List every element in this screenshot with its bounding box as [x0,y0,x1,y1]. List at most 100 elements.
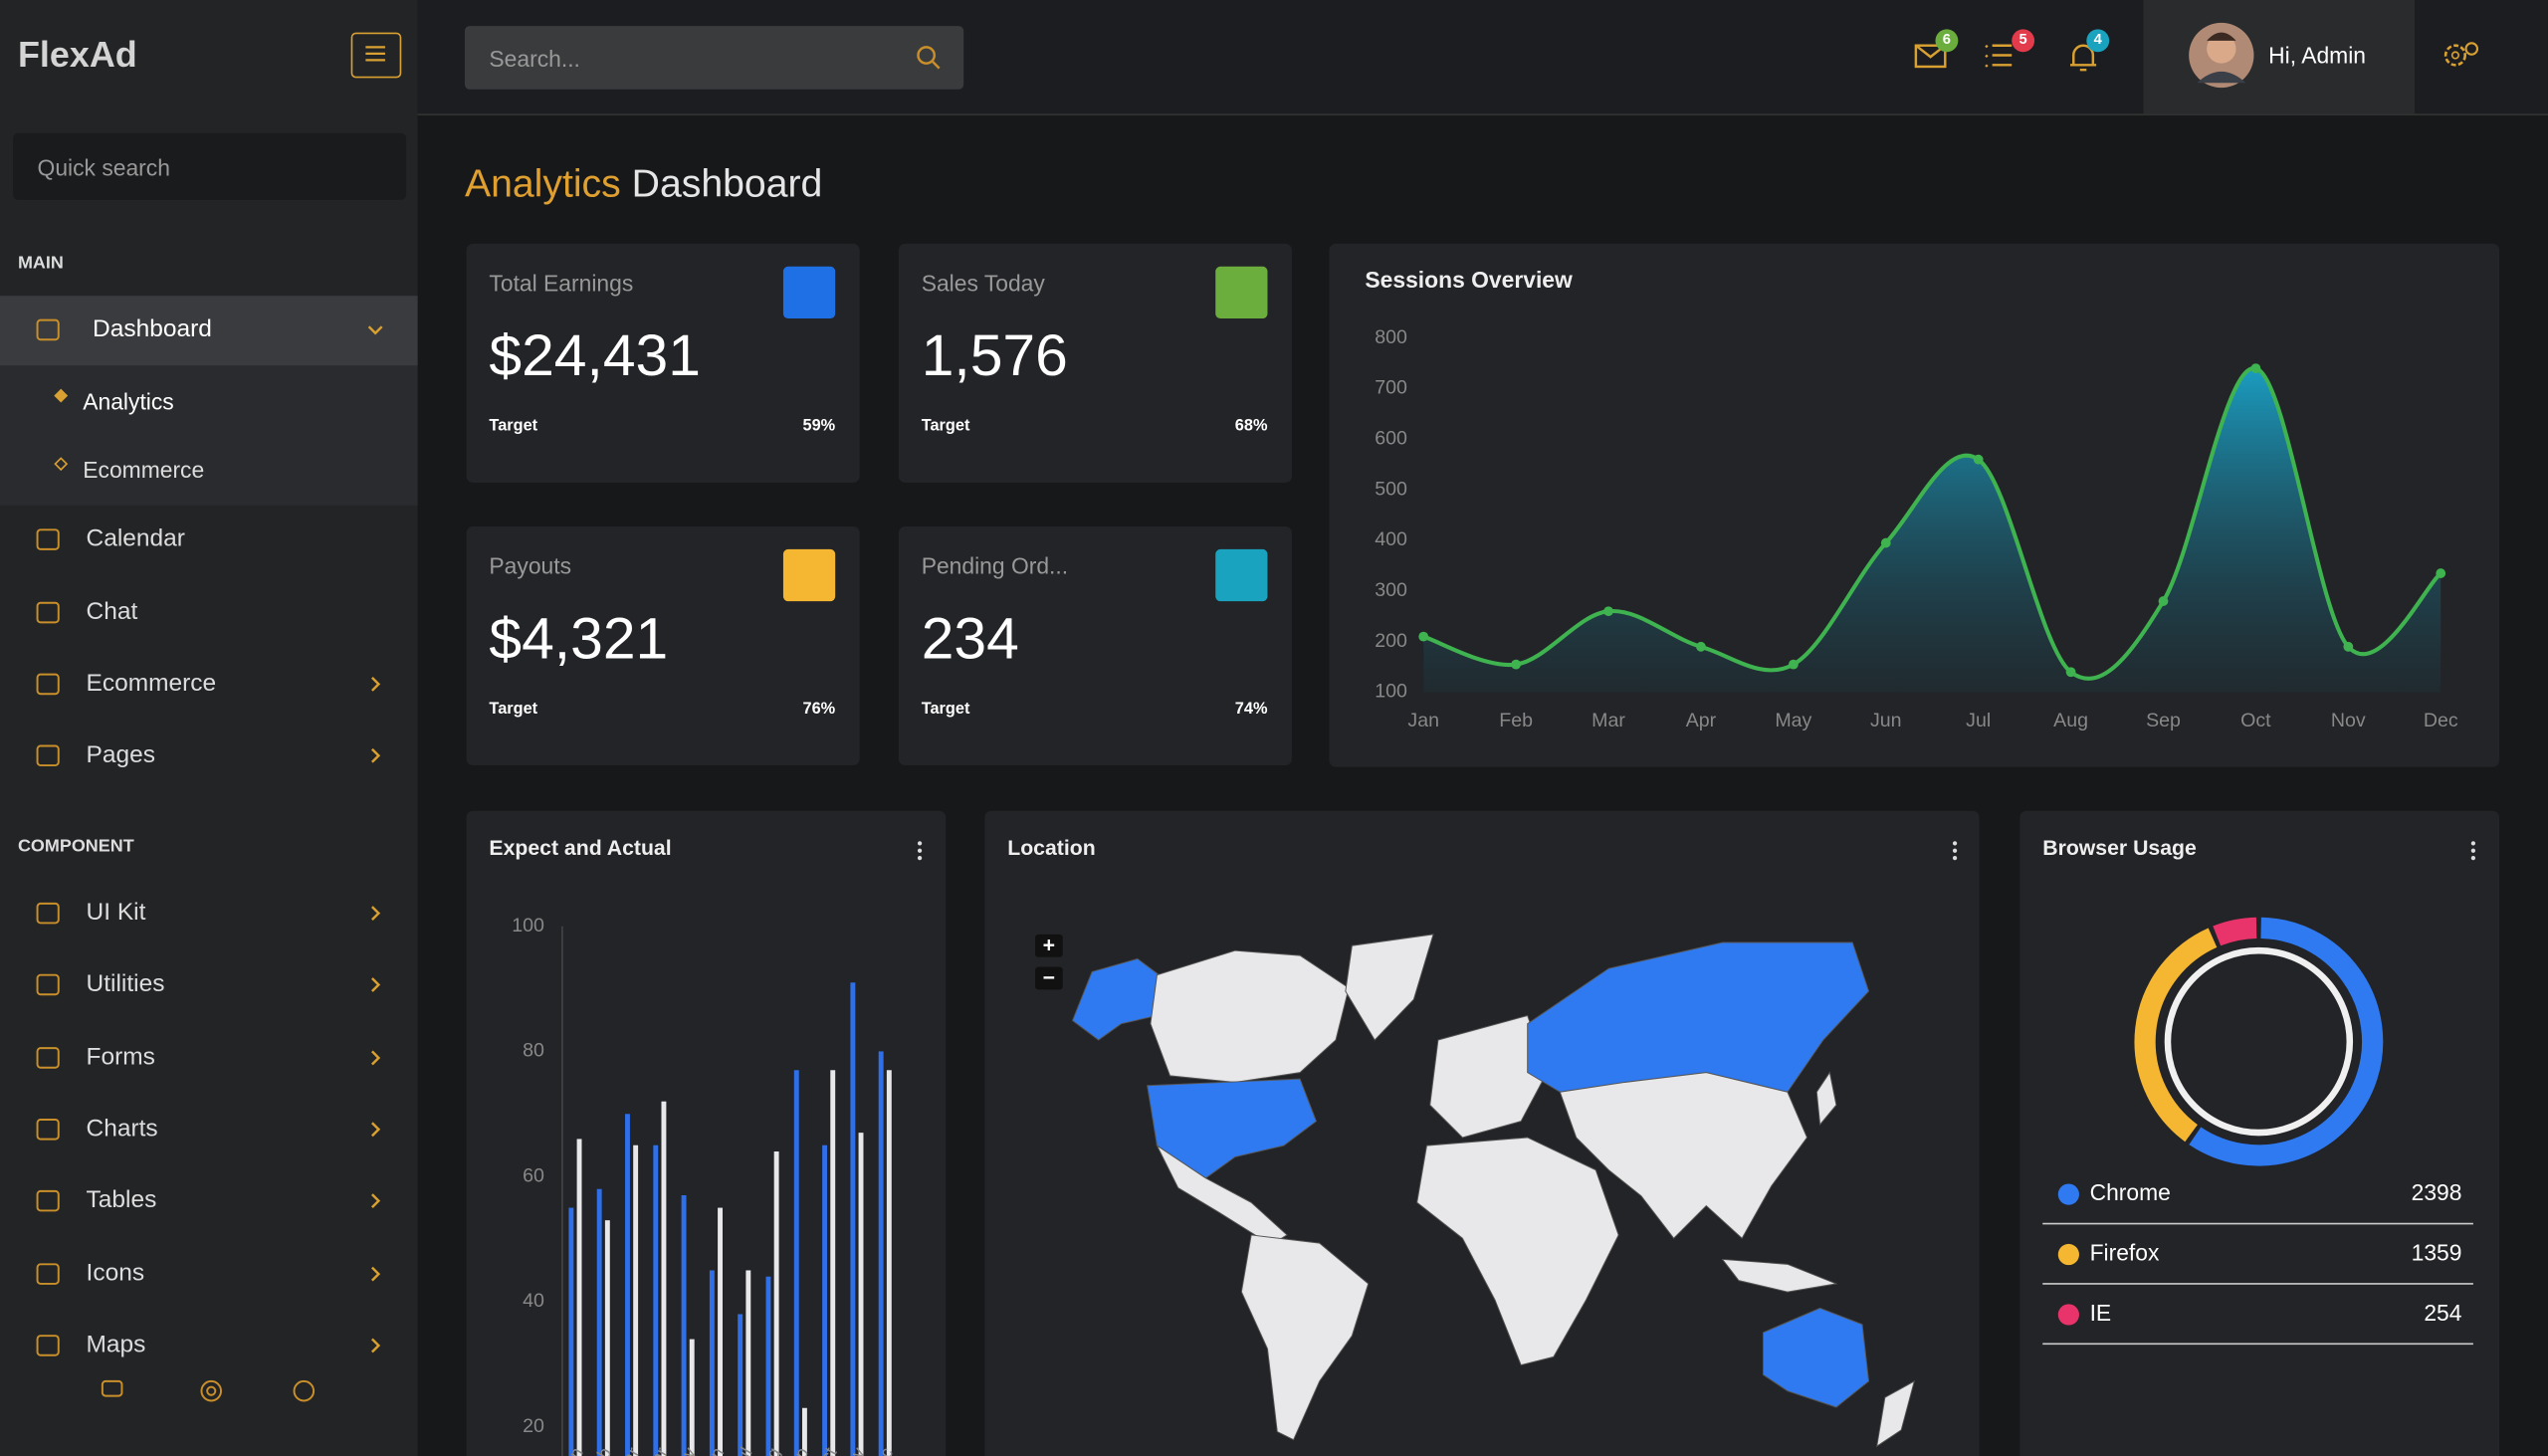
x-tick-label: Jan [1407,710,1439,731]
x-tick-label: Aug [751,1444,784,1456]
section-title: COMPONENT [17,836,134,857]
page-title-accent: Analytics [464,162,621,207]
y-tick-label: 20 [523,1415,544,1437]
legend-dot [2057,1183,2079,1205]
point [1880,537,1891,548]
quick-search[interactable] [13,132,407,200]
stat-title: Pending Ord... [921,552,1069,579]
y-tick-label: 60 [523,1164,544,1186]
y-tick-label: 80 [523,1040,544,1062]
badge: 6 [1942,31,1951,48]
bar [718,1207,723,1456]
kebab[interactable] [917,841,923,861]
point [1418,631,1429,642]
x-tick-label: Jun [697,1444,729,1456]
zoom-out[interactable] [1034,966,1063,990]
menu-item[interactable]: UI Kit [86,898,146,927]
legend-label: IE [2090,1300,2112,1326]
mail-icon[interactable] [1914,44,1947,69]
point [1603,606,1613,617]
chevron [371,1050,381,1066]
y-tick-label: 800 [1375,326,1407,348]
user-box[interactable] [2143,0,2416,114]
menu-item[interactable]: Tables [86,1185,157,1214]
sidebar [0,0,418,1456]
settings-icon[interactable] [2440,36,2481,75]
stat-icon [1215,266,1268,319]
chevron [367,325,383,335]
point [1788,659,1799,670]
chevron [371,977,381,992]
menu-icon [36,673,60,696]
help-icon[interactable] [293,1379,316,1402]
submenu-item[interactable]: Analytics [83,388,174,415]
bar [878,1051,884,1456]
bell-icon[interactable] [2069,44,2097,72]
point [1973,454,1984,465]
target-percent: 76% [802,700,836,719]
bar [633,1144,639,1456]
menu-icon [36,744,60,767]
y-tick-label: 400 [1375,528,1407,550]
chat-icon[interactable] [101,1379,123,1397]
support-icon[interactable] [200,1379,223,1402]
point [2436,568,2446,578]
x-tick-label: Feb [582,1444,615,1456]
point [1696,641,1706,652]
x-tick-label: Jun [1870,710,1902,731]
kebab[interactable] [2470,841,2476,861]
menu-item[interactable]: Pages [86,740,155,769]
bar [745,1270,751,1456]
y-tick-label: 300 [1375,579,1407,601]
bullet [54,388,69,403]
bar [858,1133,864,1456]
menu-item[interactable]: Dashboard [93,314,212,343]
bullet [54,457,69,472]
submenu [0,365,418,506]
search-box[interactable] [464,26,964,90]
kebab[interactable] [1952,841,1958,861]
submenu-item[interactable]: Ecommerce [83,456,205,483]
menu-item[interactable]: Icons [86,1259,145,1288]
menu-item[interactable]: Calendar [86,524,185,553]
donut-segment [2134,928,2218,1143]
world-map [1071,934,1916,1448]
point [2250,363,2261,374]
badge: 4 [2093,31,2102,48]
x-tick-label: Nov [2331,710,2366,731]
zoom-in-label: + [1043,935,1055,957]
sidebar-footer [0,1356,418,1456]
bar [822,1144,828,1456]
y-tick-label: 100 [1375,681,1407,703]
y-tick-label: 500 [1375,478,1407,500]
hamburger-icon [365,46,385,62]
menu-icon [36,318,60,341]
quick-search-placeholder: Quick search [37,154,170,181]
bar [765,1276,771,1456]
zoom-in[interactable] [1034,934,1063,957]
donut-segment [2213,917,2257,946]
panel-title: Expect and Actual [489,835,672,860]
expect-panel [466,810,947,1456]
menu-item[interactable]: Charts [86,1115,158,1143]
menu-item[interactable]: Forms [86,1043,155,1072]
brand[interactable]: FlexAd [17,34,137,76]
menu-item[interactable]: Utilities [86,969,165,998]
legend-dot [2057,1243,2079,1266]
search-placeholder: Search... [489,45,580,72]
bar [653,1144,659,1456]
menu-item[interactable]: Chat [86,597,138,626]
menu-icon [36,528,60,550]
panel-title: Location [1007,835,1096,860]
tasks-icon[interactable] [1985,44,2013,68]
menu-item[interactable]: Ecommerce [86,669,217,698]
bar [604,1220,610,1456]
bar [709,1270,715,1456]
y-tick-label: 200 [1375,630,1407,652]
search-icon[interactable] [914,42,943,71]
target-label: Target [489,700,538,719]
menu-item[interactable]: Maps [86,1331,146,1359]
chevron [371,1193,381,1209]
stat-title: Payouts [489,552,572,579]
menu-toggle[interactable] [350,32,402,79]
